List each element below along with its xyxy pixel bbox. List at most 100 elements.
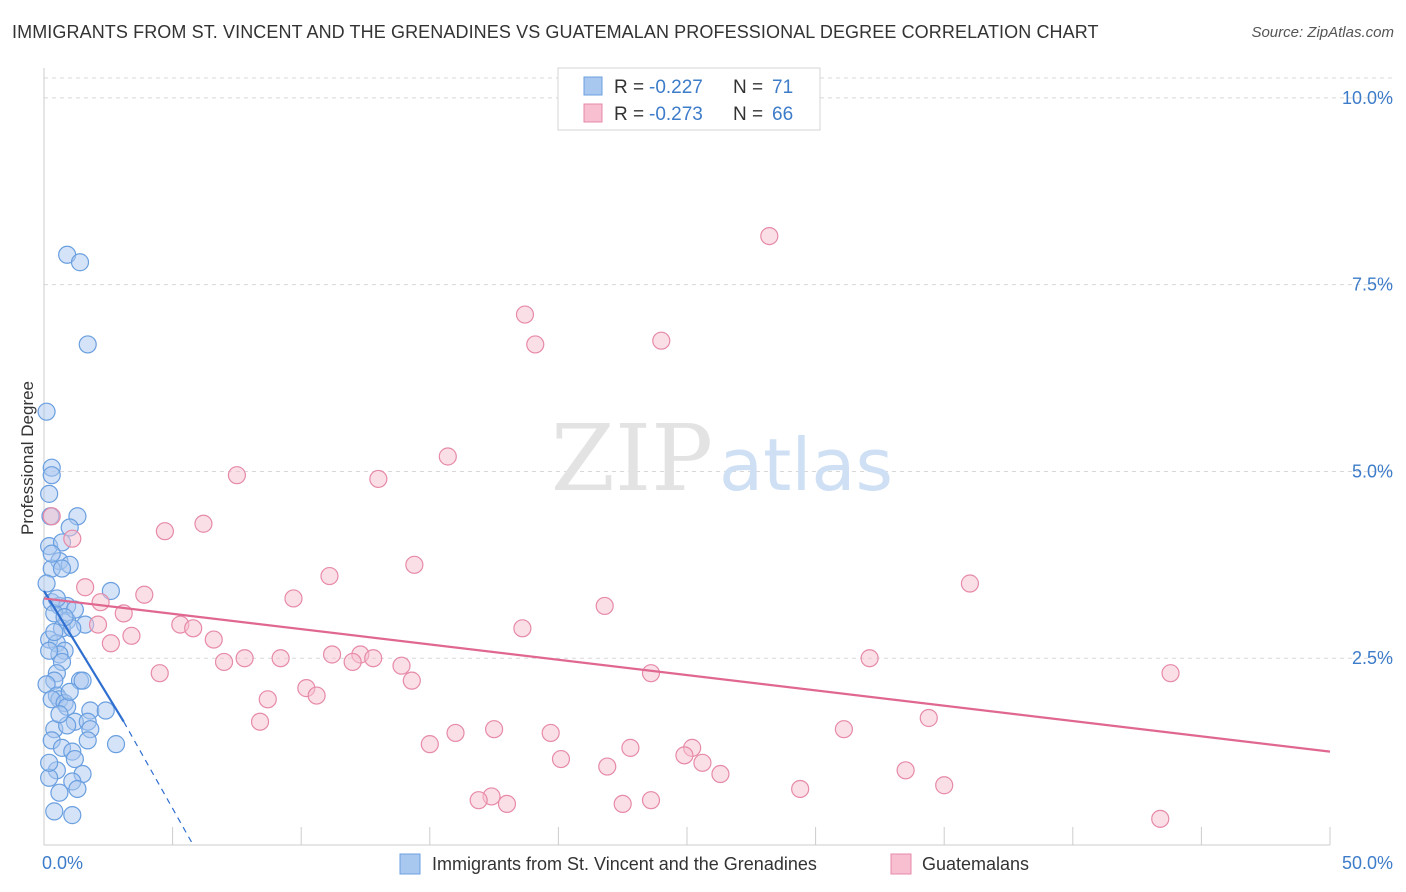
point-blue-52	[65, 749, 84, 769]
point-pink-14	[76, 578, 95, 597]
bottom-legend: Immigrants from St. Vincent and the Gren…	[399, 853, 1029, 875]
point-pink-43	[919, 708, 938, 728]
bottom-legend-swatch-pink	[890, 853, 912, 875]
x-tick-label-1: 50.0%	[1342, 853, 1393, 873]
bottom-legend-label-1: Guatemalans	[922, 854, 1029, 874]
point-pink-50	[621, 738, 640, 757]
point-pink-7	[227, 466, 246, 485]
point-pink-1	[63, 529, 82, 548]
point-blue-3	[78, 335, 97, 354]
point-pink-54	[598, 757, 617, 776]
point-pink-13	[960, 574, 980, 593]
legend: R = -0.227 N = 71 R = -0.273 N = 66	[557, 67, 821, 131]
point-pink-44	[250, 712, 270, 731]
trend-line-blue	[43, 590, 125, 723]
point-pink-8	[369, 469, 388, 489]
legend-n-value-1: 66	[772, 104, 793, 125]
point-pink-31	[271, 649, 290, 668]
point-pink-4	[526, 335, 545, 354]
point-blue-16	[37, 574, 56, 593]
point-pink-26	[101, 634, 120, 653]
bottom-legend-label-0: Immigrants from St. Vincent and the Gren…	[432, 854, 817, 874]
trend-line-pink	[43, 597, 1331, 753]
y-tick-label-2: 7.5%	[1352, 275, 1393, 295]
point-pink-2	[760, 227, 779, 246]
point-pink-32	[343, 652, 362, 672]
point-pink-48	[446, 723, 465, 743]
point-pink-59	[791, 779, 810, 799]
watermark: ZIP atlas	[551, 405, 893, 512]
legend-r-value-1: -0.273	[649, 104, 703, 125]
legend-n-label-1: N =	[733, 104, 763, 125]
legend-swatch-blue	[583, 76, 603, 96]
point-blue-49	[106, 735, 126, 754]
point-blue-15	[52, 559, 72, 578]
watermark-zip: ZIP	[551, 405, 713, 512]
point-pink-35	[392, 656, 411, 675]
point-pink-56	[711, 764, 730, 784]
point-pink-30	[235, 649, 254, 668]
points-layer	[37, 227, 1180, 828]
bottom-legend-swatch-blue	[399, 853, 421, 875]
point-blue-70	[40, 753, 59, 772]
point-blue-68	[60, 682, 79, 701]
legend-r-label-1: R =	[614, 104, 644, 125]
point-blue-57	[50, 783, 69, 802]
point-pink-12	[320, 566, 339, 586]
grid	[44, 77, 1392, 659]
point-blue-42	[96, 701, 115, 720]
y-tick-label-1: 5.0%	[1352, 461, 1393, 481]
y-tick-label-0: 2.5%	[1352, 648, 1393, 668]
point-pink-36	[150, 664, 169, 683]
point-pink-3	[515, 305, 535, 324]
point-pink-47	[541, 723, 560, 743]
point-pink-23	[513, 619, 532, 638]
point-pink-21	[88, 615, 108, 634]
point-pink-16	[284, 589, 303, 608]
point-pink-22	[184, 619, 203, 638]
point-blue-48	[78, 731, 97, 750]
point-pink-41	[307, 686, 326, 705]
point-pink-46	[485, 720, 504, 739]
legend-swatch-pink	[583, 103, 603, 123]
point-pink-38	[1161, 664, 1180, 683]
point-pink-29	[364, 649, 383, 668]
point-pink-61	[469, 791, 488, 810]
point-pink-11	[405, 555, 424, 574]
point-pink-64	[641, 791, 661, 810]
legend-n-label-0: N =	[733, 77, 763, 98]
legend-n-value-0: 71	[772, 77, 793, 98]
point-pink-55	[693, 753, 712, 772]
point-pink-62	[497, 794, 517, 814]
trend-layer	[43, 590, 1331, 846]
point-pink-6	[438, 447, 457, 466]
point-blue-66	[42, 544, 61, 563]
trend-line-blue-extension	[123, 721, 194, 846]
point-blue-17	[101, 581, 120, 601]
watermark-atlas: atlas	[719, 423, 893, 507]
point-pink-63	[613, 794, 632, 814]
point-pink-15	[135, 585, 154, 604]
y-tick-label-3: 10.0%	[1342, 88, 1393, 108]
x-tick-label-0: 0.0%	[42, 853, 83, 873]
point-pink-49	[420, 735, 439, 754]
point-pink-57	[896, 761, 915, 780]
point-blue-62	[40, 641, 59, 660]
point-pink-0	[42, 507, 61, 526]
point-blue-2	[70, 253, 90, 272]
point-blue-59	[63, 806, 82, 825]
point-blue-69	[50, 705, 69, 724]
point-pink-27	[322, 645, 342, 664]
legend-r-label-0: R =	[614, 77, 644, 98]
point-pink-5	[652, 331, 671, 350]
point-blue-58	[45, 802, 64, 821]
point-pink-24	[122, 626, 141, 645]
point-blue-0	[37, 402, 56, 421]
point-blue-6	[40, 484, 59, 503]
point-blue-56	[68, 779, 87, 799]
chart-title: IMMIGRANTS FROM ST. VINCENT AND THE GREN…	[12, 22, 1099, 42]
point-blue-5	[42, 466, 61, 485]
point-pink-65	[1151, 809, 1170, 828]
point-pink-17	[91, 593, 110, 612]
point-pink-53	[551, 749, 571, 769]
